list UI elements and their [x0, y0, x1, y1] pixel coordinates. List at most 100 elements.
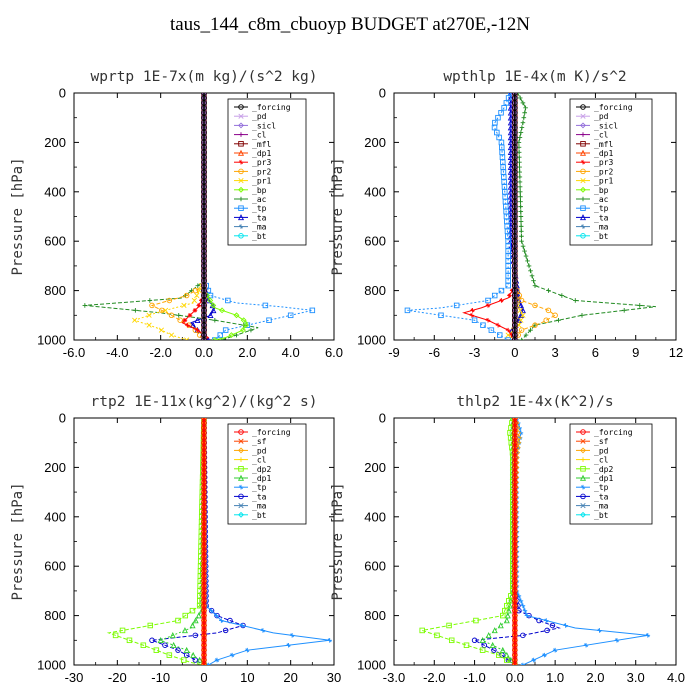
- y-tick-label: 600: [44, 234, 66, 249]
- series-point-dp2: [419, 627, 425, 634]
- series-point-ac: [531, 278, 536, 284]
- series-point-ac: [518, 214, 524, 219]
- series-point-ac: [517, 169, 522, 175]
- x-tick-label: 6.0: [325, 345, 343, 360]
- y-tick-label: 800: [364, 283, 386, 298]
- legend-marker-cl: [580, 132, 586, 137]
- y-tick-label: 200: [364, 135, 386, 150]
- x-tick-label: -30: [65, 670, 84, 685]
- series-point-pr3: [470, 308, 475, 313]
- x-tick-label: 3.0: [627, 670, 645, 685]
- series-point-ac: [518, 194, 523, 200]
- legend: _forcing_pd_sicl_cl_mfl_dp1_pr3_pr2_pr1_…: [569, 98, 653, 246]
- series-point-ac: [572, 298, 578, 303]
- series-point-ac: [518, 224, 524, 229]
- series-point-ac: [248, 327, 254, 333]
- legend-label-dp1: _dp1: [594, 149, 613, 158]
- panel-title: rtp2 1E-11x(kg^2)/(kg^2 s): [91, 394, 318, 410]
- series-point-pr3: [185, 322, 190, 328]
- plot-area: [106, 418, 332, 665]
- x-tick-label: -10: [151, 670, 170, 685]
- legend-marker-pr1: [580, 177, 586, 184]
- legend-marker-forcing: [580, 429, 586, 435]
- series-point-tp: [229, 652, 235, 658]
- legend-marker-ta: [579, 214, 587, 221]
- legend-marker-cl: [238, 457, 244, 462]
- series-point-ta: [499, 652, 505, 658]
- y-axis-label: Pressure [hPa]: [10, 482, 26, 600]
- legend-marker-tp: [238, 205, 244, 211]
- series-point-ac: [521, 115, 527, 120]
- legend-label-dp1: _dp1: [252, 149, 271, 158]
- legend-label-mfl: _mfl: [252, 140, 271, 149]
- series-point-tp: [287, 312, 294, 319]
- series-point-tp: [219, 618, 224, 623]
- series-point-dp2: [119, 627, 126, 634]
- series-point-ac: [579, 313, 585, 318]
- series-point-pr2: [192, 287, 199, 294]
- series-point-pr2: [177, 317, 183, 323]
- legend-label-bt: _bt: [252, 232, 267, 241]
- series-point-ac: [528, 268, 533, 274]
- series-point-tp: [520, 603, 526, 609]
- legend: _forcing_pd_sicl_cl_mfl_dp1_pr3_pr2_pr1_…: [227, 98, 307, 246]
- x-tick-label: 6: [592, 345, 599, 360]
- series-point-dp1: [183, 646, 190, 653]
- series-point-dp1: [505, 607, 512, 614]
- legend-label-tp: _tp: [252, 483, 267, 492]
- plot-area: [82, 93, 316, 340]
- legend-marker-bt: [238, 511, 244, 518]
- legend-marker-forcing: [238, 104, 244, 110]
- legend-label-forcing: _forcing: [594, 428, 633, 437]
- legend-label-cl: _cl: [594, 131, 609, 140]
- series-point-ac: [523, 105, 528, 111]
- series-point-ac: [519, 238, 524, 244]
- legend-marker-sf: [580, 438, 586, 444]
- legend-marker-sf: [238, 438, 244, 444]
- series-point-ac: [522, 248, 527, 254]
- series-point-dp1: [491, 627, 498, 634]
- series-point-tp: [245, 647, 250, 653]
- series-point-tp: [488, 327, 495, 333]
- series-point-pr1: [181, 302, 187, 309]
- series-point-tp: [214, 657, 220, 663]
- series-point-dp2: [175, 617, 181, 624]
- y-tick-label: 800: [44, 608, 66, 623]
- series-point-tp: [286, 642, 291, 648]
- series-point-dp2: [181, 657, 187, 663]
- legend-label-bp: _bp: [252, 186, 267, 195]
- series-point-ac: [176, 313, 182, 318]
- y-tick-label: 0: [59, 86, 66, 101]
- series-point-pr2: [545, 307, 552, 314]
- series-point-ac: [517, 95, 523, 101]
- series-point-dp2: [504, 657, 510, 663]
- series-point-dp1: [497, 622, 504, 629]
- series-point-tp: [498, 110, 504, 116]
- series-point-pd: [201, 662, 207, 665]
- legend-marker-tp: [580, 205, 586, 211]
- legend-label-tp: _tp: [252, 204, 267, 213]
- series-point-pr2: [518, 297, 525, 304]
- legend-label-ma: _ma: [594, 502, 609, 511]
- legend-label-pd: _pd: [252, 112, 267, 121]
- series-point-tp: [225, 297, 231, 304]
- series-point-tp: [217, 332, 223, 338]
- series-point-tp: [327, 638, 332, 643]
- legend-label-tp: _tp: [594, 204, 609, 213]
- series-point-dp2: [500, 612, 506, 619]
- series-point-bp: [207, 297, 214, 304]
- legend-marker-ta: [237, 214, 245, 221]
- series-point-tp: [266, 317, 272, 323]
- series-point-tp: [614, 638, 620, 643]
- legend-marker-ac: [238, 196, 244, 202]
- series-point-pr3: [469, 313, 475, 318]
- series-point-ac: [519, 233, 524, 239]
- legend-marker-sicl: [580, 122, 586, 129]
- y-tick-label: 0: [59, 411, 66, 426]
- legend-marker-bt: [238, 233, 244, 239]
- legend-marker-forcing: [580, 104, 586, 110]
- legend-marker-bp: [238, 186, 244, 193]
- y-tick-label: 600: [364, 559, 386, 574]
- series-point-dp2: [495, 652, 502, 658]
- legend-label-dp1: _dp1: [252, 474, 271, 483]
